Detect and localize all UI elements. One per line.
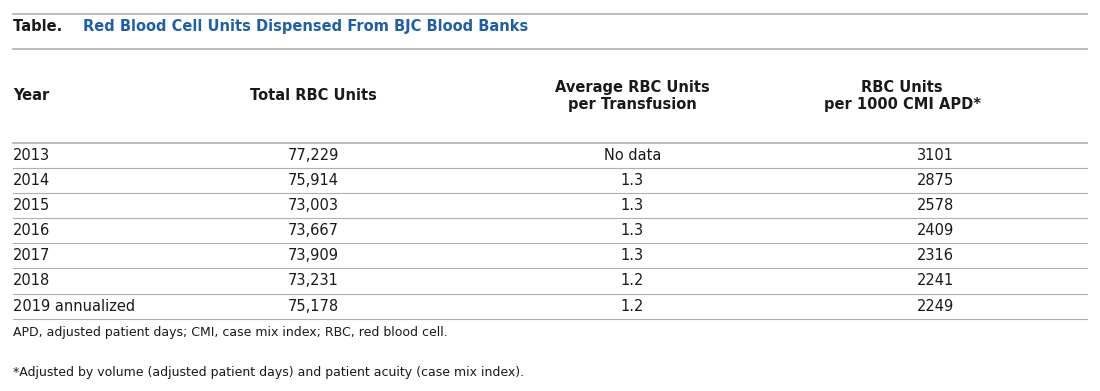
Text: 75,178: 75,178 (288, 299, 339, 314)
Text: 2249: 2249 (916, 299, 954, 314)
Text: Total RBC Units: Total RBC Units (250, 88, 377, 103)
Text: 1.3: 1.3 (620, 248, 645, 263)
Text: 75,914: 75,914 (288, 173, 339, 188)
Text: 73,003: 73,003 (288, 198, 339, 213)
Text: 1.3: 1.3 (620, 223, 645, 238)
Text: 1.2: 1.2 (620, 299, 645, 314)
Text: 73,909: 73,909 (288, 248, 339, 263)
Text: 2013: 2013 (13, 148, 51, 163)
Text: Year: Year (13, 88, 50, 103)
Text: APD, adjusted patient days; CMI, case mix index; RBC, red blood cell.: APD, adjusted patient days; CMI, case mi… (13, 326, 448, 339)
Text: Table.: Table. (13, 19, 67, 34)
Text: 2019 annualized: 2019 annualized (13, 299, 135, 314)
Text: 3101: 3101 (916, 148, 954, 163)
Text: 73,231: 73,231 (288, 273, 339, 289)
Text: 2241: 2241 (916, 273, 954, 289)
Text: RBC Units
per 1000 CMI APD*: RBC Units per 1000 CMI APD* (824, 80, 980, 112)
Text: 1.3: 1.3 (620, 173, 645, 188)
Text: 2015: 2015 (13, 198, 51, 213)
Text: 2017: 2017 (13, 248, 51, 263)
Text: 1.2: 1.2 (620, 273, 645, 289)
Text: 77,229: 77,229 (288, 148, 339, 163)
Text: 2409: 2409 (916, 223, 954, 238)
Text: 1.3: 1.3 (620, 198, 645, 213)
Text: *Adjusted by volume (adjusted patient days) and patient acuity (case mix index).: *Adjusted by volume (adjusted patient da… (13, 366, 525, 378)
Text: 2018: 2018 (13, 273, 51, 289)
Text: 2016: 2016 (13, 223, 51, 238)
Text: No data: No data (604, 148, 661, 163)
Text: 2316: 2316 (916, 248, 954, 263)
Text: 2578: 2578 (916, 198, 954, 213)
Text: Red Blood Cell Units Dispensed From BJC Blood Banks: Red Blood Cell Units Dispensed From BJC … (84, 19, 529, 34)
Text: 2014: 2014 (13, 173, 51, 188)
Text: 2875: 2875 (916, 173, 954, 188)
Text: 73,667: 73,667 (288, 223, 339, 238)
Text: Average RBC Units
per Transfusion: Average RBC Units per Transfusion (556, 80, 710, 112)
